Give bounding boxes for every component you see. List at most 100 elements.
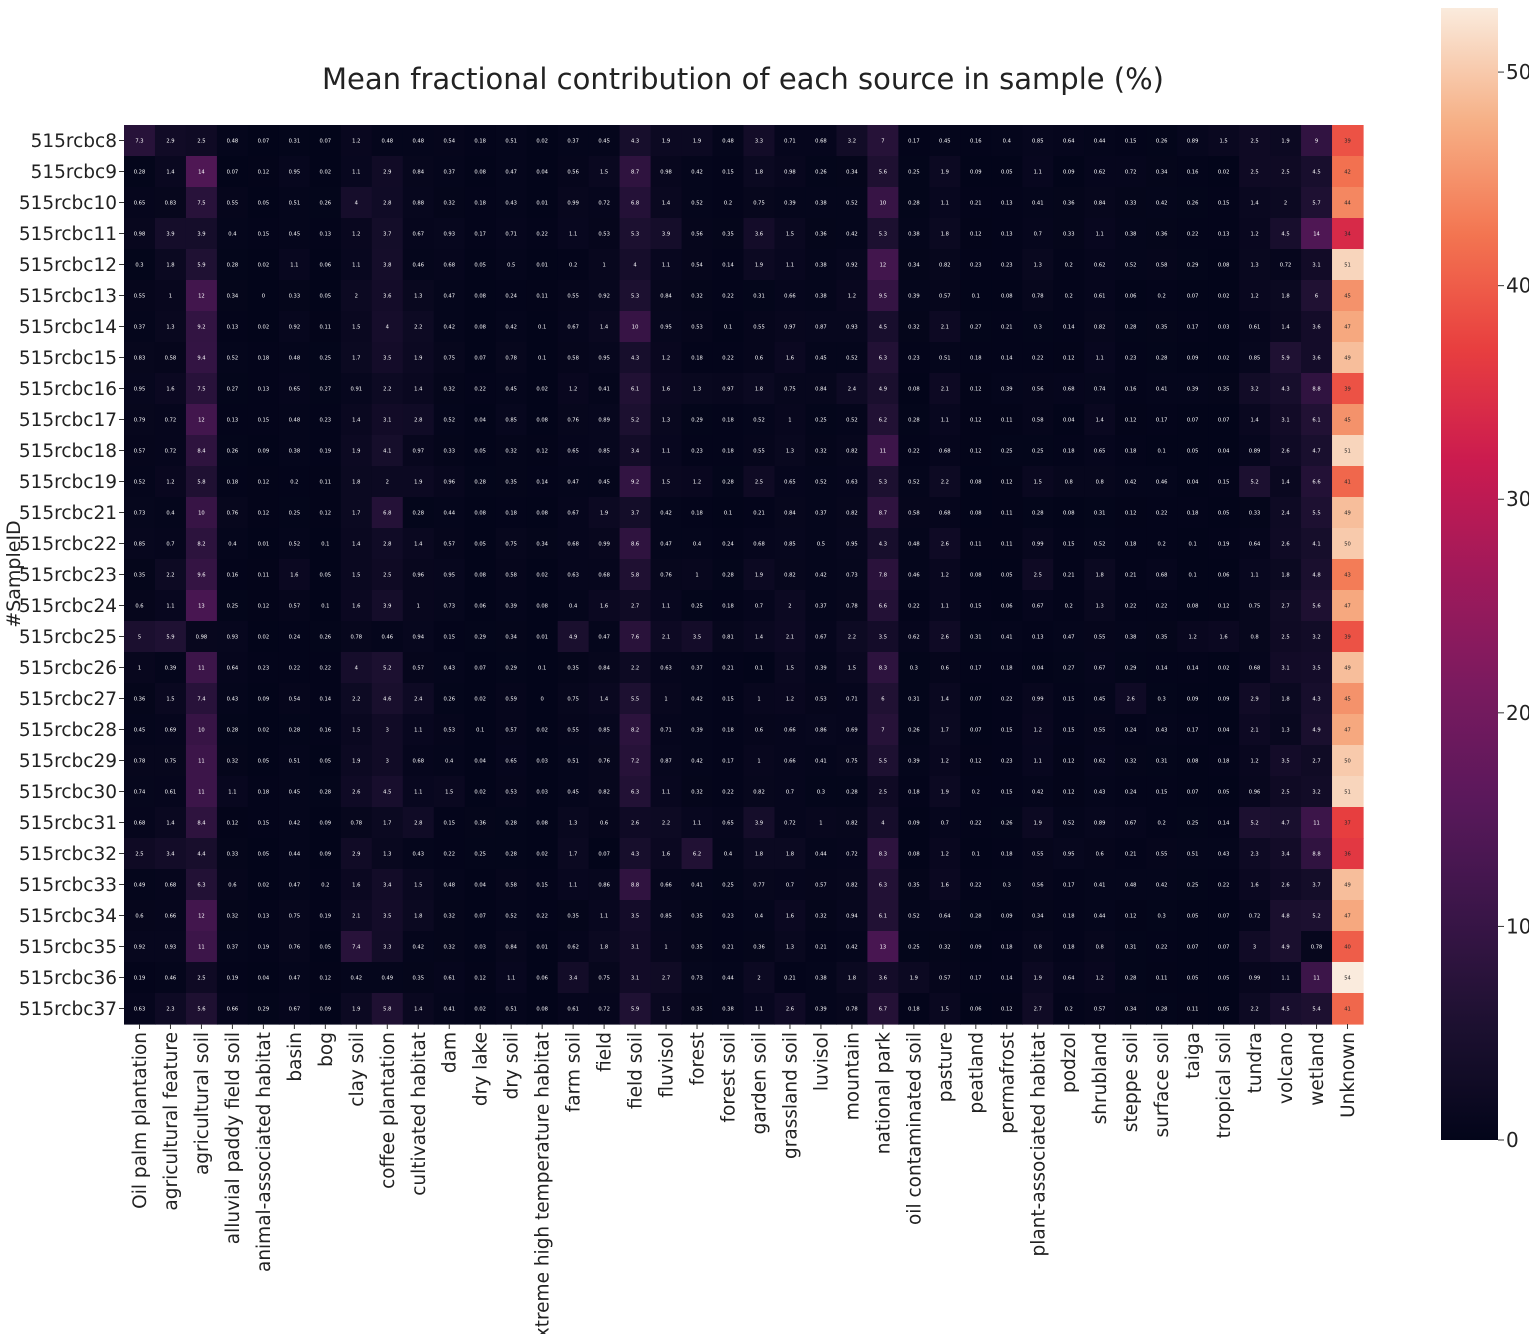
- cell-value-label: 3.8: [383, 262, 391, 268]
- cell-value-label: 0.28: [1156, 1006, 1168, 1012]
- heatmap-cell: [1270, 776, 1302, 808]
- cell-value-label: 1.4: [1096, 417, 1105, 423]
- heatmap-cell: [774, 931, 807, 963]
- cell-value-label: 0.4: [228, 541, 237, 547]
- cell-value-label: 0.15: [443, 634, 455, 640]
- heatmap-cell: [867, 838, 899, 870]
- heatmap-cell: [805, 249, 838, 281]
- heatmap-cell: [898, 342, 930, 374]
- cell-value-label: 1.1: [941, 200, 949, 206]
- cell-value-label: 0.2: [290, 479, 298, 485]
- cell-value-label: 0.68: [939, 448, 951, 454]
- cell-value-label: 8.2: [197, 541, 205, 547]
- heatmap-cell: [185, 962, 218, 994]
- heatmap-cell: [464, 652, 497, 684]
- cell-value-label: 0.12: [1125, 417, 1137, 423]
- heatmap-cell: [1115, 187, 1147, 219]
- cell-value-label: 0.15: [1063, 727, 1075, 733]
- heatmap-cell: [464, 559, 497, 591]
- cell-value-label: 5.2: [1312, 913, 1320, 919]
- heatmap-cell: [743, 528, 776, 560]
- column-tick-label: dry lake: [471, 1032, 492, 1106]
- heatmap-cell: [1177, 559, 1209, 591]
- cell-value-label: 0.26: [815, 169, 827, 175]
- cell-value-label: 0.22: [970, 882, 982, 888]
- heatmap-cell: [1301, 435, 1333, 467]
- cell-value-label: 0.09: [970, 944, 982, 950]
- heatmap-cell: [185, 621, 218, 653]
- cell-value-label: 10: [880, 200, 887, 206]
- heatmap-cell: [309, 652, 342, 684]
- cell-value-label: 0.84: [1094, 200, 1106, 206]
- heatmap-cell: [929, 218, 961, 250]
- cell-value-label: 0.07: [1218, 944, 1230, 950]
- cell-value-label: 0.6: [1096, 851, 1104, 857]
- cell-value-label: 0.35: [1156, 634, 1168, 640]
- heatmap-cell: [1053, 218, 1085, 250]
- cell-value-label: 0.05: [1187, 975, 1199, 981]
- column-tick-label: agricultural feature: [161, 1032, 182, 1211]
- cell-value-label: 1.2: [848, 293, 856, 299]
- heatmap-cell: [1332, 497, 1364, 529]
- cell-value-label: 0.99: [1249, 975, 1261, 981]
- heatmap-cell: [309, 683, 342, 715]
- heatmap-cell: [1084, 311, 1116, 343]
- cell-value-label: 0.13: [1001, 200, 1013, 206]
- cell-value-label: 0.73: [443, 603, 455, 609]
- cell-value-label: 0.17: [908, 138, 920, 144]
- cell-value-label: 0.57: [815, 882, 827, 888]
- cell-value-label: 43: [1344, 572, 1351, 578]
- cell-value-label: 0.26: [320, 634, 332, 640]
- heatmap-cell: [712, 931, 745, 963]
- cell-value-label: 0.23: [1001, 262, 1013, 268]
- cell-value-label: 0.4: [755, 913, 764, 919]
- heatmap-cell: [124, 218, 156, 250]
- heatmap-cell: [1239, 962, 1271, 994]
- cell-value-label: 1: [664, 696, 667, 702]
- cell-value-label: 0.96: [412, 572, 424, 578]
- heatmap-cell: [185, 497, 218, 529]
- heatmap-cell: [650, 838, 683, 870]
- cell-value-label: 2.5: [1281, 789, 1289, 795]
- heatmap-cell: [898, 125, 930, 157]
- cell-value-label: 1.9: [693, 138, 701, 144]
- cell-value-label: 1.2: [1250, 758, 1258, 764]
- cell-value-label: 0.82: [846, 448, 858, 454]
- cell-value-label: 0.22: [908, 448, 920, 454]
- heatmap-cell: [588, 156, 621, 188]
- heatmap-cell: [805, 683, 838, 715]
- cell-value-label: 0.75: [1249, 603, 1261, 609]
- cell-value-label: 0.96: [1249, 789, 1261, 795]
- cell-value-label: 1.4: [352, 541, 361, 547]
- heatmap-cell: [216, 156, 249, 188]
- heatmap-cell: [743, 776, 776, 808]
- heatmap-cell: [1115, 931, 1147, 963]
- heatmap-cell: [867, 156, 899, 188]
- cell-value-label: 0.75: [505, 541, 517, 547]
- heatmap-cell: [1022, 466, 1054, 498]
- cell-value-label: 4.6: [383, 696, 391, 702]
- cell-value-label: 0.01: [536, 262, 548, 268]
- column-tick-label: field: [595, 1032, 616, 1072]
- cell-value-label: 0.52: [691, 200, 703, 206]
- cell-value-label: 0.13: [227, 324, 239, 330]
- heatmap-cell: [1022, 218, 1054, 250]
- heatmap-cell: [619, 528, 652, 560]
- heatmap-cell: [557, 404, 590, 436]
- cell-value-label: 2.8: [414, 417, 422, 423]
- heatmap-cell: [681, 714, 714, 746]
- heatmap-cell: [991, 249, 1023, 281]
- cell-value-label: 1.1: [507, 975, 515, 981]
- heatmap-cell: [681, 900, 714, 932]
- heatmap-cell: [464, 838, 497, 870]
- heatmap-cell: [1239, 311, 1271, 343]
- cell-value-label: 1.9: [352, 1006, 360, 1012]
- cell-value-label: 0.23: [1125, 355, 1137, 361]
- heatmap-cell: [1239, 435, 1271, 467]
- cell-value-label: 1.1: [352, 169, 360, 175]
- heatmap-cell: [1022, 838, 1054, 870]
- heatmap-cell: [1146, 900, 1178, 932]
- cell-value-label: 6: [1315, 293, 1318, 299]
- cell-value-label: 0.23: [320, 417, 332, 423]
- heatmap-cell: [774, 528, 807, 560]
